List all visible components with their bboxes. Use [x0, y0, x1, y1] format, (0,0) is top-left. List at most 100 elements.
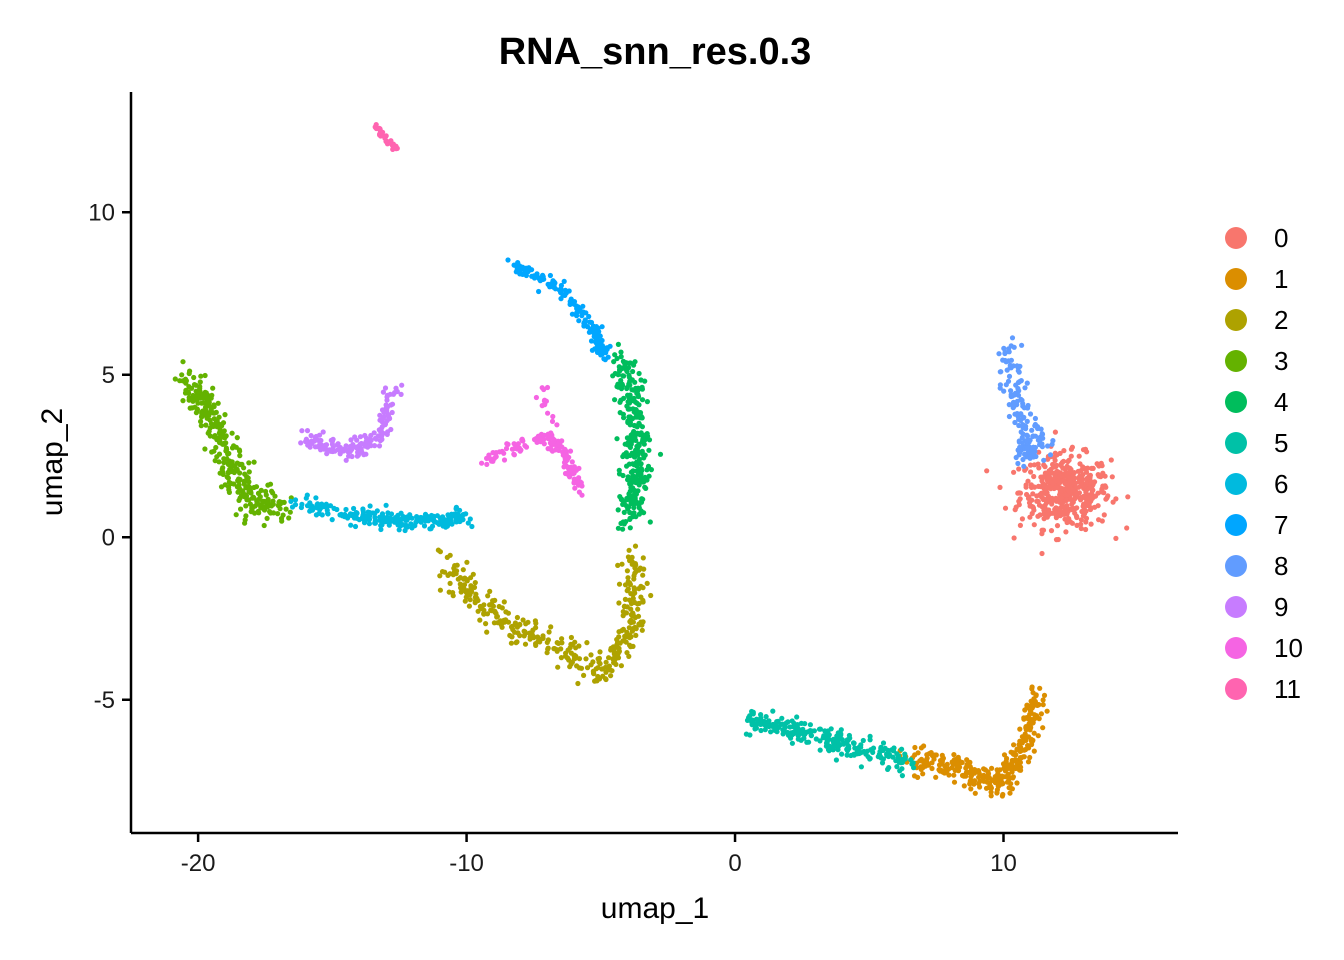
legend-label-3: 3: [1274, 346, 1288, 376]
cluster-8-point: [1008, 388, 1014, 394]
cluster-5-point: [834, 733, 840, 739]
cluster-4-point: [612, 352, 618, 358]
cluster-6-point: [315, 502, 321, 509]
cluster-2-point: [622, 596, 629, 603]
cluster-5-point: [774, 723, 780, 729]
cluster-5-point: [851, 740, 857, 747]
cluster-3-point: [258, 502, 265, 508]
cluster-3-point: [226, 489, 232, 495]
cluster-3-point: [218, 484, 225, 490]
cluster-8-point: [1021, 405, 1027, 411]
y-axis-title: umap_2: [36, 408, 69, 516]
cluster-2-point: [444, 554, 450, 561]
cluster-2-point: [631, 576, 637, 582]
cluster-8-point: [997, 369, 1003, 375]
cluster-1-point: [1027, 754, 1033, 761]
cluster-10-point: [544, 384, 551, 391]
cluster-9-point: [380, 430, 386, 436]
cluster-10-point: [511, 451, 517, 457]
cluster-0-point: [1042, 502, 1048, 508]
cluster-2-point: [576, 656, 583, 662]
cluster-1-point: [1014, 780, 1020, 786]
cluster-0-point: [1039, 495, 1046, 501]
cluster-0-point: [1066, 457, 1072, 463]
cluster-1-point: [967, 781, 973, 787]
cluster-4-point: [620, 526, 626, 532]
cluster-1-point: [972, 790, 978, 796]
cluster-2-point: [573, 645, 579, 651]
cluster-0-point: [1011, 469, 1017, 475]
cluster-4-point: [631, 436, 637, 443]
cluster-2-point: [581, 672, 587, 679]
cluster-4-point: [626, 400, 633, 406]
cluster-2-point: [620, 609, 626, 615]
cluster-9-point: [379, 424, 385, 430]
cluster-6-point: [319, 501, 325, 507]
cluster-7-point: [599, 337, 605, 344]
cluster-2-point: [600, 673, 606, 679]
cluster-0-point: [1041, 462, 1047, 468]
cluster-8-point: [1016, 363, 1022, 370]
cluster-2-point: [626, 625, 632, 631]
cluster-2-point: [467, 597, 473, 603]
cluster-10-point: [536, 435, 542, 441]
legend-key-1: [1225, 268, 1247, 290]
cluster-10-point: [503, 445, 510, 452]
cluster-0-point: [1053, 537, 1060, 543]
cluster-2-point: [634, 601, 641, 607]
cluster-5-point: [775, 718, 781, 725]
cluster-5-point: [763, 714, 769, 720]
cluster-5-point: [798, 720, 805, 727]
cluster-10-point: [552, 447, 559, 453]
cluster-4-point: [627, 419, 634, 425]
cluster-2-point: [535, 634, 541, 640]
cluster-2-point: [606, 663, 613, 669]
cluster-0-point: [1035, 498, 1041, 505]
cluster-4-point: [615, 525, 622, 531]
cluster-8-point: [1012, 419, 1018, 426]
cluster-0-point: [1102, 473, 1108, 479]
cluster-0-point: [1028, 469, 1034, 475]
cluster-4-point: [623, 360, 629, 366]
cluster-0-point: [1074, 522, 1080, 529]
cluster-0-point: [1052, 509, 1058, 515]
cluster-5-point: [909, 761, 915, 767]
cluster-2-point: [608, 673, 614, 679]
cluster-1-point: [1018, 740, 1024, 746]
cluster-10-point: [533, 394, 540, 401]
cluster-1-point: [977, 778, 983, 784]
cluster-8-point: [1041, 457, 1047, 463]
cluster-8-point: [1004, 367, 1010, 373]
cluster-5-point: [902, 756, 908, 762]
cluster-4-point: [636, 505, 642, 511]
cluster-5-point: [825, 730, 831, 736]
cluster-5-point: [804, 739, 810, 745]
cluster-0-point: [1108, 457, 1114, 463]
cluster-2-point: [520, 617, 526, 623]
cluster-2-point: [533, 625, 539, 631]
cluster-2-point: [630, 595, 636, 602]
cluster-2-point: [632, 543, 639, 549]
cluster-2-point: [472, 598, 478, 604]
cluster-5-point: [898, 760, 904, 766]
cluster-7-point: [529, 267, 535, 273]
legend-key-10: [1225, 637, 1247, 659]
cluster-6-point: [469, 523, 475, 530]
cluster-10-point: [484, 461, 490, 467]
cluster-4-point: [634, 443, 640, 449]
cluster-2-point: [514, 614, 521, 621]
cluster-6-point: [351, 505, 357, 512]
x-tick-label: -10: [449, 850, 484, 877]
cluster-3-point: [283, 506, 289, 512]
cluster-11-point: [389, 141, 395, 147]
cluster-3-point: [244, 474, 250, 480]
cluster-0-point: [1057, 480, 1063, 486]
cluster-3-point: [268, 503, 275, 509]
cluster-5-point: [897, 768, 903, 774]
legend-key-2: [1225, 309, 1247, 331]
cluster-4-point: [643, 485, 649, 491]
cluster-2-point: [558, 646, 564, 652]
cluster-9-point: [349, 453, 355, 460]
cluster-4-point: [624, 497, 630, 503]
cluster-3-point: [237, 453, 243, 459]
